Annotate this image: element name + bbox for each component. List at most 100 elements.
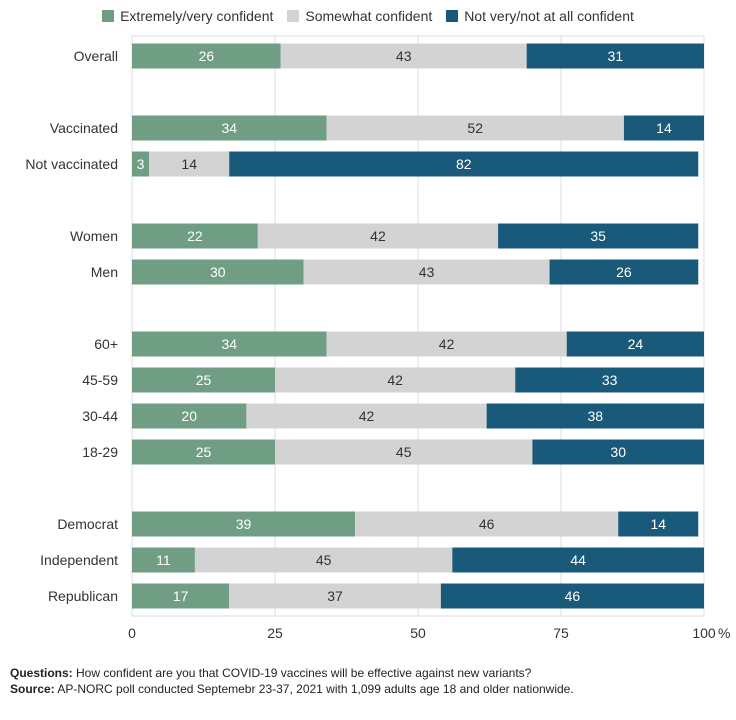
bar-women-extremely-very-confident: [132, 223, 258, 249]
legend-swatch-not-confident: [446, 10, 459, 22]
x-tick-label-25: 25: [267, 625, 283, 641]
source-label: Source:: [10, 682, 55, 696]
x-axis-unit: %: [718, 625, 730, 641]
data-label-democrat-somewhat-confident: 46: [479, 516, 495, 532]
bar-60-not-very-not-at-all-confident: [566, 331, 704, 357]
data-label-18-29-extremely-very-confident: 25: [196, 444, 212, 460]
bar-60-extremely-very-confident: [132, 331, 327, 357]
footnote-questions: Questions: How confident are you that CO…: [10, 665, 574, 681]
bar-men-extremely-very-confident: [132, 259, 304, 285]
data-label-60-somewhat-confident: 42: [439, 336, 455, 352]
category-label-overall: Overall: [74, 48, 118, 64]
bar-60-somewhat-confident: [326, 331, 567, 357]
data-label-women-somewhat-confident: 42: [370, 228, 386, 244]
category-label-democrat: Democrat: [57, 516, 118, 532]
bar-democrat-somewhat-confident: [355, 511, 619, 537]
data-label-republican-extremely-very-confident: 17: [173, 588, 189, 604]
legend-swatch-somewhat-confident: [287, 10, 300, 22]
bar-independent-extremely-very-confident: [132, 547, 195, 573]
data-label-independent-extremely-very-confident: 11: [156, 552, 171, 568]
questions-text: How confident are you that COVID-19 vacc…: [76, 666, 532, 680]
x-tick-label-100: 100: [692, 625, 716, 641]
bar-republican-extremely-very-confident: [132, 583, 230, 609]
bar-democrat-extremely-very-confident: [132, 511, 356, 537]
data-label-45-59-extremely-very-confident: 25: [196, 372, 212, 388]
data-label-men-extremely-very-confident: 30: [210, 264, 226, 280]
data-label-republican-not-very-not-at-all-confident: 46: [565, 588, 581, 604]
x-tick-label-0: 0: [128, 625, 136, 641]
bar-18-29-somewhat-confident: [275, 439, 533, 465]
data-label-women-not-very-not-at-all-confident: 35: [590, 228, 606, 244]
bar-45-59-extremely-very-confident: [132, 367, 275, 393]
category-labels: Overall Vaccinated Not vaccinated Women Men 6…: [25, 48, 118, 604]
legend-label-not-confident: Not very/not at all confident: [464, 8, 634, 24]
bar-vaccinated-somewhat-confident: [326, 115, 624, 141]
data-label-overall-not-very-not-at-all-confident: 31: [608, 48, 624, 64]
bar-30-44-extremely-very-confident: [132, 403, 247, 429]
bars: 26 43 31 34 52 14 3 14 82 22 42 35 30 43 26 34 42 24 25 42 3…: [132, 43, 704, 609]
data-label-independent-not-very-not-at-all-confident: 44: [570, 552, 586, 568]
bar-30-44-somewhat-confident: [246, 403, 487, 429]
data-label-not-vaccinated-somewhat-confident: 14: [181, 156, 197, 172]
data-label-not-vaccinated-not-very-not-at-all-confident: 82: [456, 156, 472, 172]
bar-overall-extremely-very-confident: [132, 43, 281, 69]
data-label-democrat-not-very-not-at-all-confident: 14: [650, 516, 666, 532]
data-label-men-not-very-not-at-all-confident: 26: [616, 264, 632, 280]
legend-item-somewhat-confident: Somewhat confident: [287, 8, 432, 24]
data-label-republican-somewhat-confident: 37: [327, 588, 343, 604]
data-label-30-44-somewhat-confident: 42: [359, 408, 375, 424]
data-label-vaccinated-not-very-not-at-all-confident: 14: [656, 120, 672, 136]
data-label-30-44-extremely-very-confident: 20: [181, 408, 197, 424]
chart-legend: Extremely/very confident Somewhat confid…: [0, 6, 736, 26]
data-label-18-29-somewhat-confident: 45: [396, 444, 412, 460]
bar-republican-somewhat-confident: [229, 583, 441, 609]
bar-overall-not-very-not-at-all-confident: [526, 43, 704, 69]
bar-democrat-not-very-not-at-all-confident: [618, 511, 699, 537]
bar-women-not-very-not-at-all-confident: [498, 223, 699, 249]
data-label-60-extremely-very-confident: 34: [221, 336, 237, 352]
bar-men-not-very-not-at-all-confident: [549, 259, 699, 285]
source-text: AP-NORC poll conducted Septemebr 23-37, …: [57, 682, 574, 696]
category-label-45-59: 45-59: [82, 372, 118, 388]
legend-label-very-confident: Extremely/very confident: [120, 8, 274, 24]
bar-45-59-somewhat-confident: [275, 367, 516, 393]
bar-18-29-extremely-very-confident: [132, 439, 275, 465]
data-label-overall-extremely-very-confident: 26: [199, 48, 215, 64]
bar-45-59-not-very-not-at-all-confident: [515, 367, 704, 393]
bar-independent-somewhat-confident: [194, 547, 453, 573]
category-label-vaccinated: Vaccinated: [50, 120, 118, 136]
category-label-independent: Independent: [40, 552, 118, 568]
data-label-45-59-not-very-not-at-all-confident: 33: [602, 372, 618, 388]
chart-footnote: Questions: How confident are you that CO…: [10, 665, 574, 697]
legend-label-somewhat-confident: Somewhat confident: [305, 8, 433, 24]
data-label-vaccinated-extremely-very-confident: 34: [221, 120, 237, 136]
x-tick-label-75: 75: [553, 625, 569, 641]
bar-30-44-not-very-not-at-all-confident: [486, 403, 704, 429]
bar-18-29-not-very-not-at-all-confident: [532, 439, 704, 465]
x-axis: 0 25 50 75 100%: [128, 625, 730, 641]
data-label-democrat-extremely-very-confident: 39: [236, 516, 252, 532]
data-label-overall-somewhat-confident: 43: [396, 48, 412, 64]
data-label-60-not-very-not-at-all-confident: 24: [628, 336, 644, 352]
bar-independent-not-very-not-at-all-confident: [452, 547, 704, 573]
x-tick-label-50: 50: [410, 625, 426, 641]
bar-not-vaccinated-extremely-very-confident: [132, 151, 150, 177]
data-label-women-extremely-very-confident: 22: [187, 228, 203, 244]
stacked-bar-chart: 26 43 31 34 52 14 3 14 82 22 42 35 30 43 26 34 42 24 25 42 3…: [25, 35, 730, 641]
data-label-independent-somewhat-confident: 45: [316, 552, 332, 568]
plot-frame: [131, 35, 705, 617]
bar-vaccinated-extremely-very-confident: [132, 115, 327, 141]
bar-men-somewhat-confident: [303, 259, 550, 285]
data-label-45-59-somewhat-confident: 42: [387, 372, 403, 388]
bar-vaccinated-not-very-not-at-all-confident: [623, 115, 704, 141]
bar-overall-somewhat-confident: [280, 43, 527, 69]
data-label-30-44-not-very-not-at-all-confident: 38: [588, 408, 604, 424]
category-label-not-vaccinated: Not vaccinated: [25, 156, 118, 172]
category-label-60: 60+: [94, 336, 118, 352]
data-label-vaccinated-somewhat-confident: 52: [467, 120, 483, 136]
legend-item-very-confident: Extremely/very confident: [102, 8, 273, 24]
legend-swatch-very-confident: [102, 10, 115, 22]
data-label-18-29-not-very-not-at-all-confident: 30: [610, 444, 626, 460]
category-label-women: Women: [70, 228, 118, 244]
bar-not-vaccinated-not-very-not-at-all-confident: [229, 151, 699, 177]
